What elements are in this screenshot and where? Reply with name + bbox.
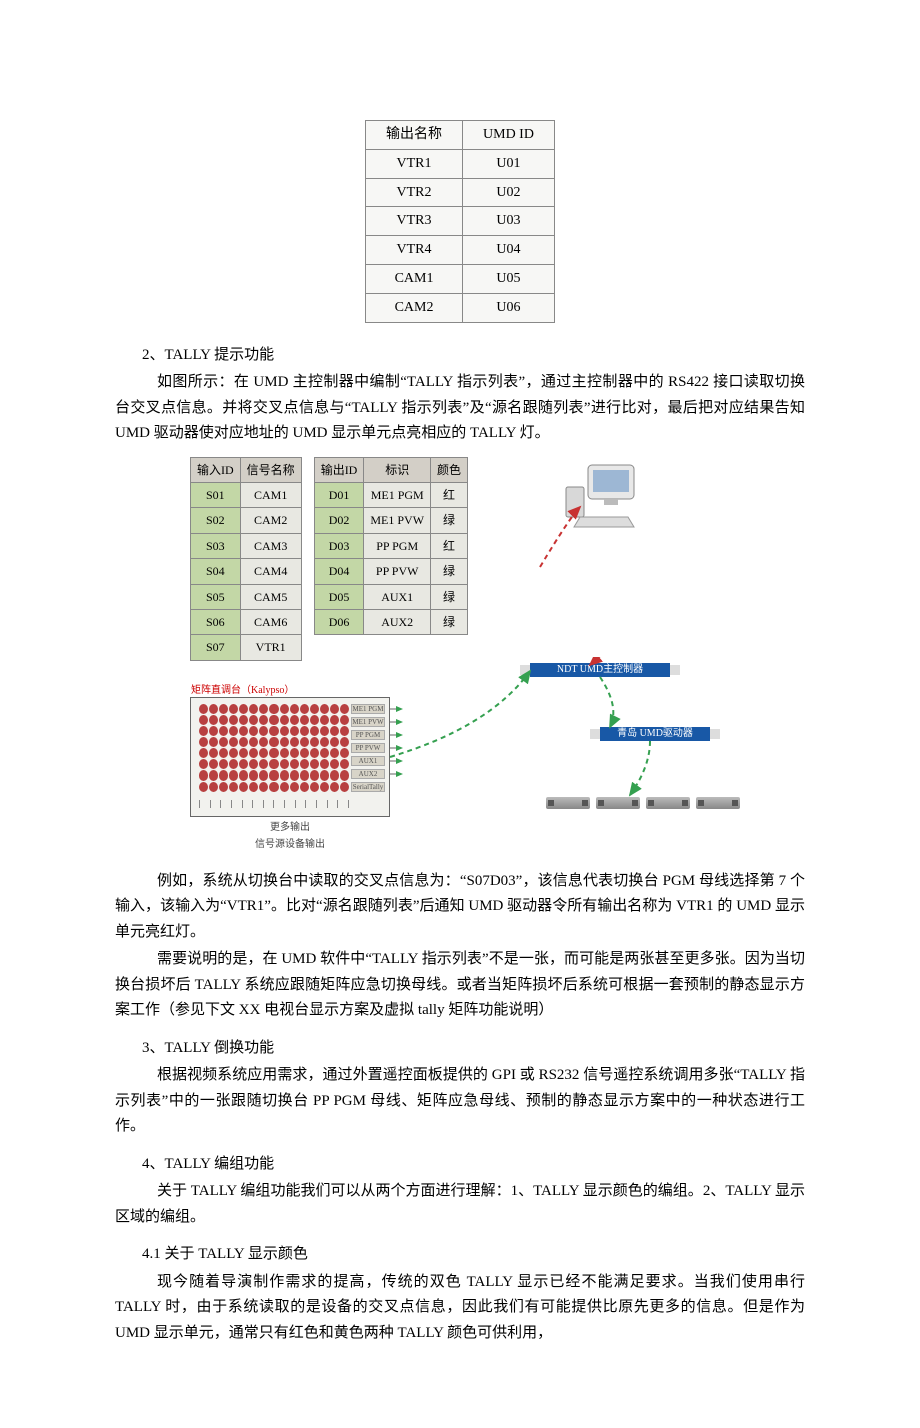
col-out-id: 输出ID xyxy=(314,457,364,482)
col-signal: 信号名称 xyxy=(240,457,301,482)
matrix-title: 矩阵直调台（Kalypso） xyxy=(191,682,294,699)
sec2-p1: 如图所示：在 UMD 主控制器中编制“TALLY 指示列表”，通过主控制器中的 … xyxy=(115,370,805,447)
input-signal-table: 输入ID 信号名称 S01CAM1S02CAM2S03CAM3S04CAM4S0… xyxy=(190,457,302,661)
sec3-title: 3、TALLY 倒换功能 xyxy=(115,1036,805,1062)
sec41-title: 4.1 关于 TALLY 显示颜色 xyxy=(115,1242,805,1268)
tally-diagram: 输入ID 信号名称 S01CAM1S02CAM2S03CAM3S04CAM4S0… xyxy=(190,457,730,847)
sec2b-p2: 需要说明的是，在 UMD 软件中“TALLY 指示列表”不是一张，而可能是两张甚… xyxy=(115,947,805,1024)
table-row: S02CAM2 xyxy=(191,508,302,533)
table-row: S01CAM1 xyxy=(191,482,302,507)
col-output: 输出名称 xyxy=(366,121,463,150)
sec41-p1: 现今随着导演制作需求的提高，传统的双色 TALLY 显示已经不能满足要求。当我们… xyxy=(115,1270,805,1347)
table-row: CAM2U06 xyxy=(366,293,555,322)
col-umdid: UMD ID xyxy=(463,121,555,150)
col-color: 颜色 xyxy=(431,457,468,482)
table-row: D02ME1 PVW绿 xyxy=(314,508,467,533)
table-row: D06AUX2绿 xyxy=(314,609,467,634)
table-row: S03CAM3 xyxy=(191,533,302,558)
sec2b-p1: 例如，系统从切换台中读取的交叉点信息为：“S07D03”，该信息代表切换台 PG… xyxy=(115,869,805,946)
table-row: S04CAM4 xyxy=(191,559,302,584)
matrix-switcher-box: 矩阵直调台（Kalypso） ME1 PGMME1 PVWPP PGMPP PV… xyxy=(190,697,390,817)
table-row: VTR3U03 xyxy=(366,207,555,236)
computer-icon xyxy=(480,457,650,587)
ndt-controller-box: NDT UMD主控制器 xyxy=(530,663,670,677)
table-row: D01ME1 PGM红 xyxy=(314,482,467,507)
sec3-p1: 根据视频系统应用需求，通过外置遥控面板提供的 GPI 或 RS232 信号遥控系… xyxy=(115,1063,805,1140)
umd-units xyxy=(546,797,740,809)
output-label-table: 输出ID 标识 颜色 D01ME1 PGM红D02ME1 PVW绿D03PP P… xyxy=(314,457,468,636)
col-label: 标识 xyxy=(364,457,431,482)
table-row: CAM1U05 xyxy=(366,264,555,293)
col-input-id: 输入ID xyxy=(191,457,241,482)
output-umd-table: 输出名称 UMD ID VTR1U01VTR2U02VTR3U03VTR4U04… xyxy=(365,120,555,323)
table-row: D03PP PGM红 xyxy=(314,533,467,558)
umd-driver-box: 青岛 UMD驱动器 xyxy=(600,727,710,741)
table-row: S05CAM5 xyxy=(191,584,302,609)
table-row: VTR1U01 xyxy=(366,149,555,178)
table-row: S06CAM6 xyxy=(191,609,302,634)
sec4-title: 4、TALLY 编组功能 xyxy=(115,1152,805,1178)
sec4-p1: 关于 TALLY 编组功能我们可以从两个方面进行理解：1、TALLY 显示颜色的… xyxy=(115,1179,805,1230)
table-row: VTR2U02 xyxy=(366,178,555,207)
table-row: D05AUX1绿 xyxy=(314,584,467,609)
table-row: VTR4U04 xyxy=(366,236,555,265)
sec2-title: 2、TALLY 提示功能 xyxy=(115,343,805,369)
matrix-caption: 更多输出 信号源设备输出 xyxy=(230,819,350,853)
table-row: D04PP PVW绿 xyxy=(314,559,467,584)
